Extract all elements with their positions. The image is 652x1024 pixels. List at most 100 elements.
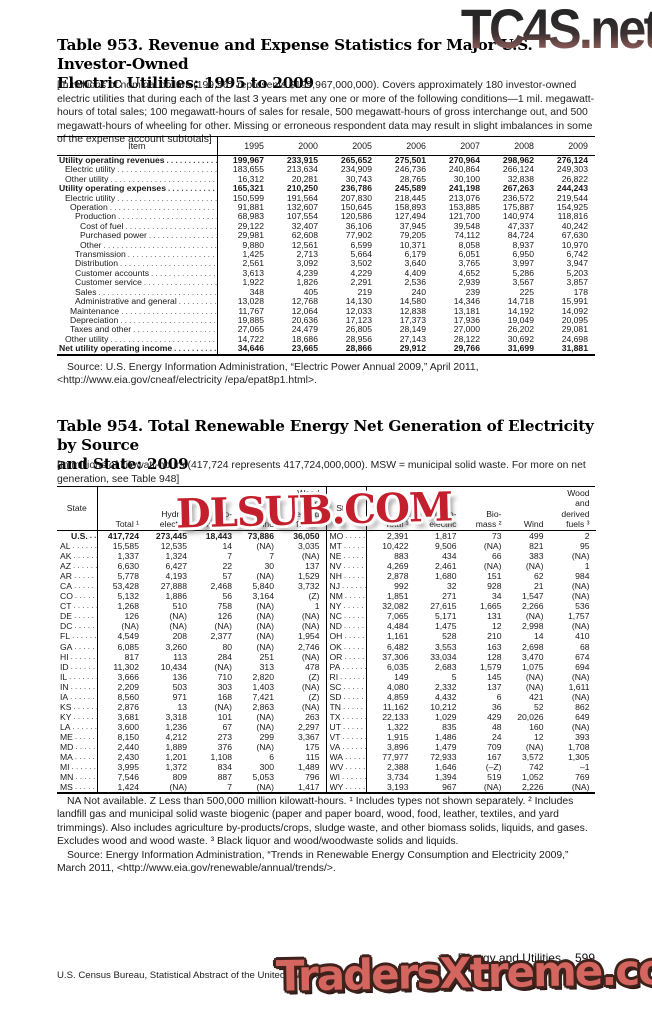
value-cell: 8,937 — [512, 239, 534, 250]
value-cell: 2,876 — [117, 701, 139, 712]
row-label-cell: Maintenance. . . . . . . . . . . . . . .… — [57, 306, 218, 316]
row-label-cell: Taxes and other. . . . . . . . . . . . .… — [57, 325, 218, 335]
value-cell: 4,859 — [386, 691, 409, 702]
state-cell: WA. . . . . . . . . . . . . . . . . . . … — [326, 752, 367, 763]
value-cell: 178 — [573, 286, 588, 297]
value-cell: 77,902 — [345, 230, 372, 241]
value-cell: 758 — [217, 601, 232, 612]
value-cell: 3,367 — [297, 731, 320, 742]
value-cell: 34,646 — [237, 343, 264, 354]
value-cell: 1 — [584, 561, 590, 572]
value-cell: 158,893 — [394, 202, 426, 213]
value-cell: 1,201 — [165, 752, 187, 763]
value-cell: 12,768 — [291, 296, 318, 307]
value-cell: 3,260 — [165, 641, 187, 652]
value-cell: 36 — [491, 701, 502, 712]
table-row: KY. . . . . . . . . . . . . . . . . . . … — [57, 711, 326, 722]
value-cell: (NA) — [256, 631, 274, 642]
value-cell: 12,561 — [291, 239, 318, 250]
value-cell: 7 — [227, 782, 232, 793]
table-row: TN. . . . . . . . . . . . . . . . . . . … — [326, 701, 596, 712]
value-cell: 47,337 — [507, 220, 534, 231]
value-cell: 1,611 — [568, 681, 590, 692]
row-label-cell: Distribution. . . . . . . . . . . . . . … — [57, 259, 218, 269]
value-cell: 20,281 — [291, 173, 318, 184]
value-cell: 24,698 — [561, 333, 588, 344]
value-cell: 21 — [533, 581, 544, 592]
value-cell: 276,124 — [556, 155, 588, 165]
table-row: IN. . . . . . . . . . . . . . . . . . . … — [57, 681, 326, 692]
table-row: MA. . . . . . . . . . . . . . . . . . . … — [57, 752, 326, 763]
value-cell: (NA) — [169, 621, 187, 632]
value-cell: 1,394 — [434, 772, 457, 783]
value-cell: (NA) — [256, 711, 274, 722]
value-cell: 137 — [305, 561, 320, 572]
value-cell: 1,757 — [567, 611, 590, 622]
value-cell: 3,857 — [566, 277, 588, 288]
value-cell: 1,922 — [242, 277, 264, 288]
value-cell: 12 — [491, 621, 502, 632]
state-cell: PA. . . . . . . . . . . . . . . . . . . … — [326, 661, 367, 672]
row-label-cell: Depreciation. . . . . . . . . . . . . . … — [57, 315, 218, 326]
row-label-cell: Utility operating expenses. . . . . . . … — [57, 184, 218, 194]
value-cell: 6,950 — [512, 249, 534, 260]
renewables-table-right: State Total ¹ Hydro- electric Bio- mass ² Wi… — [326, 487, 596, 793]
value-cell: 150,599 — [232, 192, 264, 203]
value-cell: 3,765 — [458, 258, 480, 269]
value-cell: 1,817 — [434, 531, 457, 541]
watermark-tradersxtreme: TradersXtreme.com — [275, 944, 652, 1001]
value-cell: 3,164 — [252, 591, 274, 602]
state-cell: MO. . . . . . . . . . . . . . . . . . . … — [326, 530, 367, 542]
value-cell: 4,549 — [117, 631, 139, 642]
column-header-state: State — [326, 487, 367, 531]
value-cell: 2,820 — [252, 671, 274, 682]
state-cell: AK. . . . . . . . . . . . . . . . . . . … — [57, 551, 98, 562]
value-cell: 2,461 — [434, 561, 457, 572]
value-cell: 835 — [442, 721, 457, 732]
table-row: AK. . . . . . . . . . . . . . . . . . . … — [57, 551, 326, 562]
table-row: Utility operating revenues. . . . . . . … — [57, 155, 595, 166]
value-cell: 4,432 — [434, 691, 457, 702]
value-cell: 499 — [529, 531, 544, 541]
value-cell: 165,321 — [232, 183, 264, 194]
value-cell: 18,686 — [291, 333, 318, 344]
value-cell: 150,645 — [340, 202, 372, 213]
value-cell: 67,630 — [561, 230, 588, 241]
value-cell: 191,564 — [286, 192, 318, 203]
value-cell: (NA) — [525, 681, 544, 692]
value-cell: 3,600 — [117, 721, 139, 732]
table-row: MN. . . . . . . . . . . . . . . . . . . … — [57, 772, 326, 783]
column-header-year: 2000 — [271, 136, 325, 156]
table-row: GA. . . . . . . . . . . . . . . . . . . … — [57, 641, 326, 652]
value-cell: 5,286 — [512, 267, 534, 278]
value-cell: 145 — [487, 671, 502, 682]
table-row: IA. . . . . . . . . . . . . . . . . . . … — [57, 691, 326, 702]
value-cell: 27,000 — [453, 324, 480, 335]
table-row: WI. . . . . . . . . . . . . . . . . . . … — [326, 772, 596, 783]
value-cell: 1 — [314, 601, 320, 612]
value-cell: 14,346 — [453, 296, 480, 307]
column-header-year: 2005 — [325, 136, 379, 156]
row-label-cell: Purchased power. . . . . . . . . . . . .… — [57, 231, 218, 241]
column-header-year: 2008 — [487, 136, 541, 156]
value-cell: 12,535 — [160, 541, 187, 552]
value-cell: 31,881 — [561, 343, 588, 354]
value-cell: 6,742 — [566, 249, 588, 260]
value-cell: 160 — [529, 721, 544, 732]
table-row: RI. . . . . . . . . . . . . . . . . . . … — [326, 671, 596, 682]
value-cell: 3,997 — [512, 258, 534, 269]
value-cell: 6,482 — [386, 641, 409, 652]
value-cell: 207,830 — [340, 192, 372, 203]
value-cell: 91,881 — [237, 202, 264, 213]
value-cell: 32,082 — [382, 601, 409, 612]
value-cell: 11,767 — [238, 305, 264, 316]
value-cell: 1,029 — [434, 711, 457, 722]
table-row: IL. . . . . . . . . . . . . . . . . . . … — [57, 671, 326, 682]
value-cell: 3,092 — [296, 258, 318, 269]
value-cell: (NA) — [301, 621, 320, 632]
value-cell: 796 — [305, 772, 320, 783]
value-cell: 218,445 — [394, 192, 426, 203]
value-cell: 19,885 — [237, 314, 264, 325]
value-cell: 967 — [442, 782, 457, 793]
value-cell: 421 — [529, 691, 544, 702]
